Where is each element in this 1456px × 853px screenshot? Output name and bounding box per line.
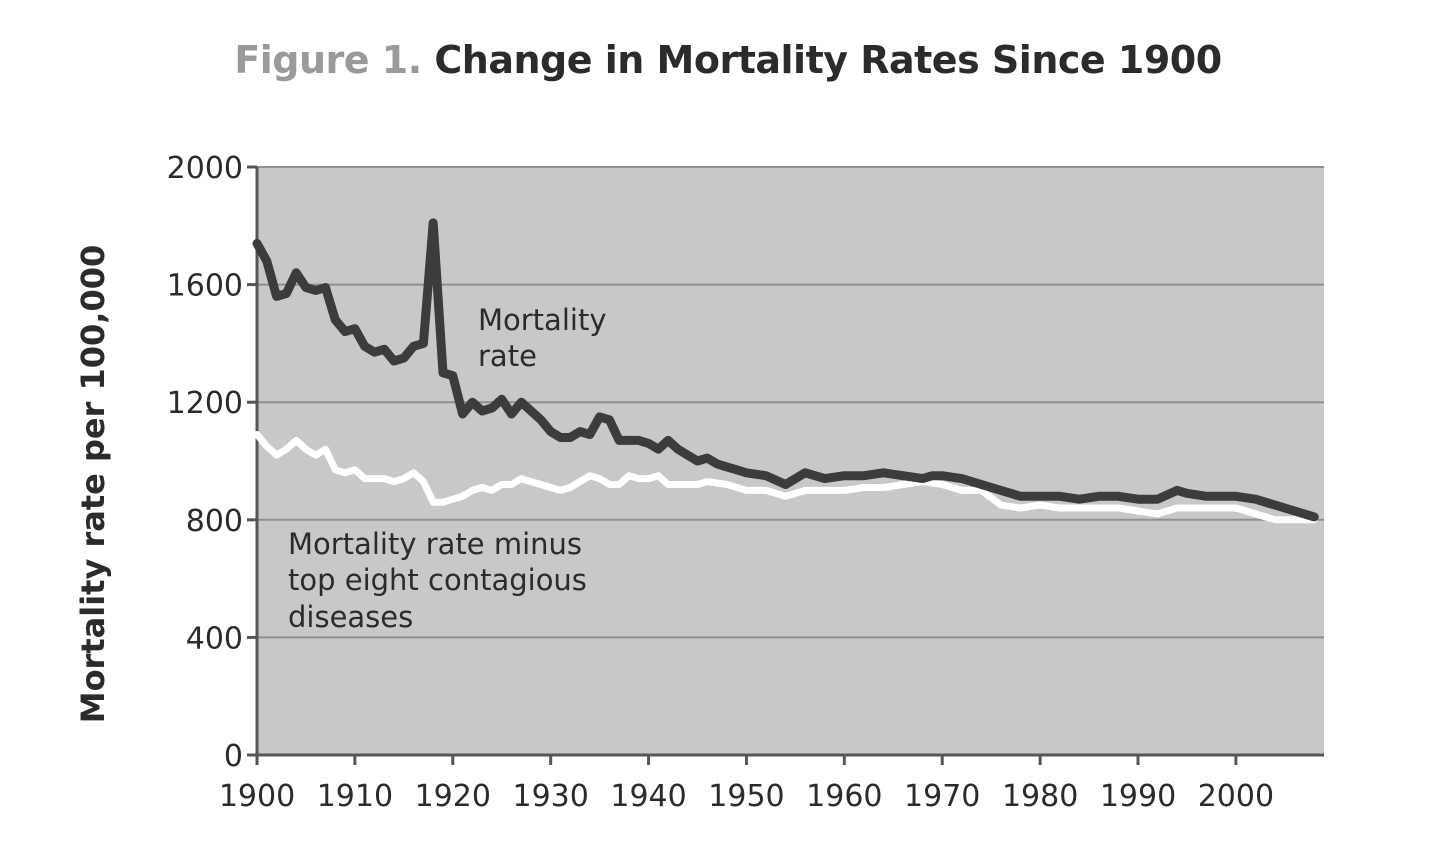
x-tick-label-1910: 1910 xyxy=(317,779,393,814)
x-tick-label-1990: 1990 xyxy=(1100,779,1176,814)
chart-title: Figure 1. Change in Mortality Rates Sinc… xyxy=(0,38,1456,82)
x-tick-label-1940: 1940 xyxy=(610,779,686,814)
minus-contagious-label-line-1: Mortality rate minus xyxy=(288,527,582,561)
x-tick-label-1930: 1930 xyxy=(512,779,588,814)
title-text: Change in Mortality Rates Since 1900 xyxy=(434,38,1222,82)
mortality-rate-label-line-2: rate xyxy=(478,339,537,373)
y-tick-label-2000: 2000 xyxy=(167,151,243,186)
plot-area xyxy=(257,167,1324,755)
y-axis-label: Mortality rate per 100,000 xyxy=(74,245,112,724)
mortality-rate-line xyxy=(252,218,1319,522)
x-tick-labels: 1900 1910 1920 1930 1940 1950 1960 1970 1980 1990… xyxy=(219,755,1274,814)
x-tick-label-1900: 1900 xyxy=(219,779,295,814)
x-tick-label-1950: 1950 xyxy=(708,779,784,814)
x-tick-label-2000: 2000 xyxy=(1198,779,1274,814)
x-tick-label-1980: 1980 xyxy=(1002,779,1078,814)
y-tick-label-0: 0 xyxy=(224,739,243,774)
axes xyxy=(255,167,1324,757)
series-lines xyxy=(252,218,1319,524)
minus-contagious-label-line-2: top eight contagious xyxy=(288,563,587,597)
figure-number: Figure 1. xyxy=(234,38,422,82)
mortality-rate-label-line-1: Mortality xyxy=(478,303,606,337)
minus-contagious-label-line-3: diseases xyxy=(288,600,413,634)
x-tick-label-1970: 1970 xyxy=(904,779,980,814)
y-tick-label-400: 400 xyxy=(186,621,243,656)
y-tick-labels: 0 400 800 1200 1600 2000 xyxy=(167,151,257,774)
x-tick-label-1920: 1920 xyxy=(415,779,491,814)
y-tick-label-1200: 1200 xyxy=(167,386,243,421)
mortality-minus-contagious-line xyxy=(253,431,1318,524)
x-tick-label-1960: 1960 xyxy=(806,779,882,814)
y-tick-label-800: 800 xyxy=(186,504,243,539)
y-tick-label-1600: 1600 xyxy=(167,269,243,304)
